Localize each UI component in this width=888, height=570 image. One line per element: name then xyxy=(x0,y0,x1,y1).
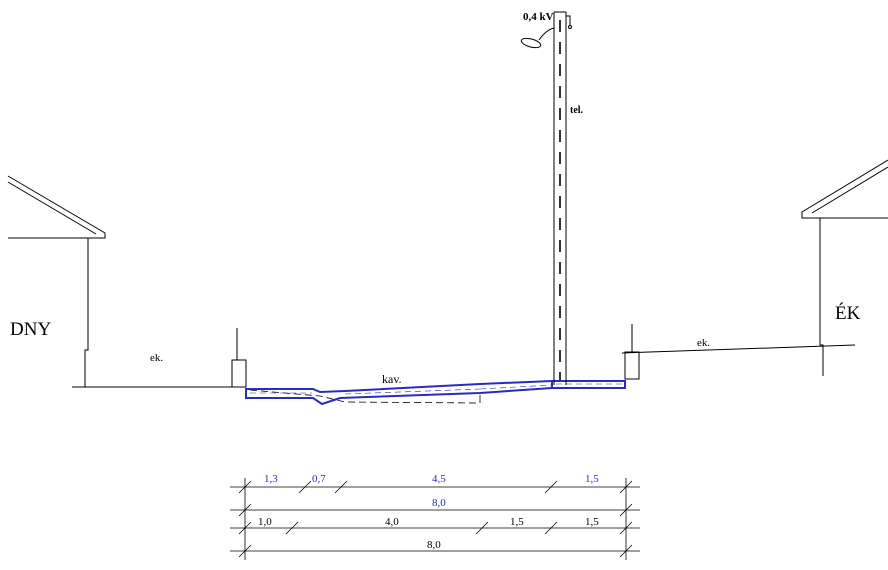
left-side-label: DNY xyxy=(10,319,51,340)
ground-line xyxy=(72,344,856,388)
new-dim-1: 1,3 xyxy=(264,473,278,485)
power-line-label: 0,4 kV xyxy=(523,11,554,23)
left-sidewalk-label: ek. xyxy=(150,352,163,364)
right-sidewalk-label: ek. xyxy=(697,337,710,349)
left-curb-post xyxy=(231,328,247,388)
pavement-hatch xyxy=(250,383,622,395)
right-curb-post xyxy=(624,324,640,380)
right-building xyxy=(801,159,888,376)
right-side-label: ÉK xyxy=(835,302,861,324)
roadway-label: kav. xyxy=(382,372,402,386)
new-pavement xyxy=(245,380,626,406)
existing-dim-total: 8,0 xyxy=(427,539,441,551)
existing-dim-4: 1,5 xyxy=(585,516,599,528)
left-building xyxy=(7,175,106,387)
new-dim-4: 1,5 xyxy=(585,473,599,485)
new-dim-total: 8,0 xyxy=(432,497,446,509)
utility-pole xyxy=(553,11,567,385)
existing-dim-3: 1,5 xyxy=(510,516,524,528)
new-dim-3: 4,5 xyxy=(432,473,446,485)
telecom-label: tel. xyxy=(570,105,584,116)
new-dim-2: 0,7 xyxy=(312,473,326,485)
existing-dim-2: 4,0 xyxy=(385,516,399,528)
street-lamp xyxy=(520,15,572,49)
existing-dim-1: 1,0 xyxy=(258,516,272,528)
dimension-lines xyxy=(230,478,640,560)
